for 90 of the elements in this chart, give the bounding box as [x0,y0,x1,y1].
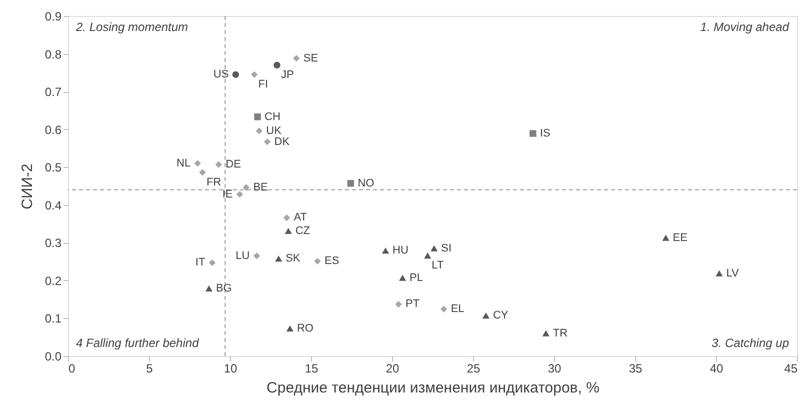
point [530,130,536,137]
annotation: CZ [295,224,310,237]
point [347,180,354,187]
annotation: IE [222,188,233,200]
point [215,161,222,168]
point [382,248,390,254]
annotation: LV [726,267,740,280]
annotation: SE [303,52,318,64]
point [194,160,201,167]
annotation: NL [176,157,191,170]
annotation: DK [274,136,290,148]
point [395,300,402,308]
point [242,184,250,191]
annotation: JP [280,69,294,82]
annotation: PL [410,272,423,284]
x-tick-label: 35 [628,362,642,376]
annotation: BE [253,182,268,194]
annotation: IT [195,256,206,269]
point [398,274,406,281]
point [424,252,432,259]
x-tick-label: 10 [224,362,238,376]
y-tick-label: 0.6 [44,122,62,137]
point [284,228,292,234]
annotation: FI [258,78,268,91]
point [293,54,300,62]
annotation: NO [358,177,375,190]
point [236,190,244,198]
y-tick-label: 0.7 [44,85,62,100]
annotation: EE [672,232,688,244]
x-tick-label: 15 [304,362,318,376]
annotation: RO [296,322,314,334]
annotation: BG [216,282,232,294]
point [275,255,282,262]
point [250,71,258,78]
annotation: 2. Losing momentum [75,20,188,34]
point [286,325,294,332]
annotation: UK [266,124,282,137]
annotation: LT [432,260,444,272]
y-tick-label: 0.1 [44,312,62,326]
point [264,138,271,146]
y-tick-label: 0.0 [44,350,62,364]
annotation: FR [206,176,222,188]
x-tick-label: 45 [784,362,798,376]
point [254,114,261,120]
annotation: EL [450,303,464,316]
y-tick-label: 0.5 [44,160,62,175]
annotation: ES [324,255,340,268]
annotation: IS [540,127,550,140]
x-tick-label: 0 [68,362,76,376]
annotation: 4 Falling further behind [76,336,200,350]
annotation: LU [236,250,250,262]
annotation: AT [294,212,308,224]
point [208,259,216,266]
point [253,252,260,260]
annotation: US [213,68,229,81]
annotation: SI [441,242,452,254]
y-tick-label: 0.9 [44,10,62,24]
annotation: DE [226,158,241,170]
point [256,127,263,134]
y-axis-title: СИИ-2 [18,164,36,210]
annotation: 1. Moving ahead [700,20,790,34]
x-tick-label: 5 [146,362,154,376]
point [716,270,723,276]
point [199,169,206,176]
annotation: TR [552,327,568,340]
point [662,234,670,241]
x-tick-label: 30 [548,362,562,376]
annotation: CH [264,110,280,123]
y-tick-label: 0.8 [44,47,62,62]
x-tick-label: 20 [386,362,400,376]
point [314,258,321,265]
point [232,71,240,78]
point [430,245,438,252]
y-tick-label: 0.4 [44,198,62,212]
annotation: CY [492,310,509,322]
annotation: PT [405,298,420,310]
point [542,330,550,336]
point [283,214,290,222]
annotation: SK [286,252,301,265]
point [440,306,448,313]
x-axis-title: Средние тенденции изменения индикаторов, % [266,380,600,396]
point [274,62,280,68]
x-tick-label: 25 [466,362,480,376]
x-tick-label: 40 [710,362,724,376]
y-tick-label: 0.3 [44,236,62,250]
y-tick-label: 0.2 [44,274,62,288]
point [205,285,212,292]
point [482,312,490,319]
annotation: 3. Catching up [712,336,790,350]
annotation: HU [392,244,408,257]
